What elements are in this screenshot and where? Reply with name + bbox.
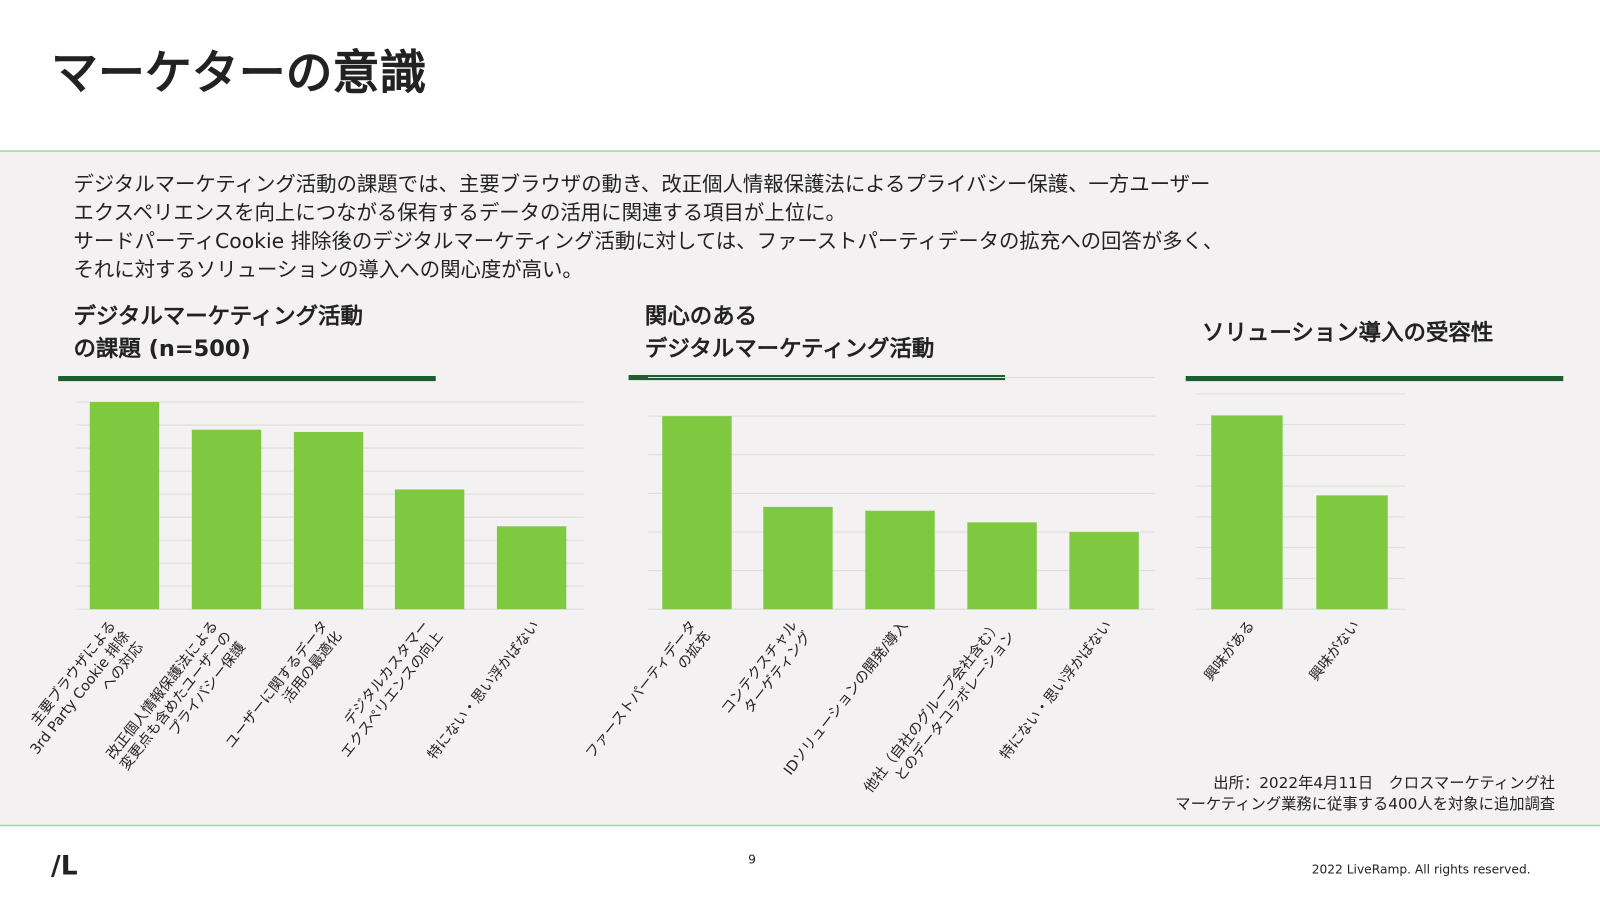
bar	[967, 522, 1037, 610]
bar	[394, 489, 465, 610]
copyright: 2022 LiveRamp. All rights reserved.	[1312, 862, 1531, 876]
chart-title: 関心のあるデジタルマーケティング活動	[645, 303, 934, 362]
logo: /L	[51, 850, 78, 881]
slide-title: マーケターの意識	[51, 46, 426, 101]
page-number: 9	[748, 852, 756, 866]
content-panel	[0, 151, 1600, 826]
body-text: それに対するソリューションの導入への関心度が高い。	[73, 258, 582, 282]
bar	[662, 416, 732, 610]
bar	[1069, 531, 1139, 610]
bar	[1316, 495, 1388, 610]
body-text: デジタルマーケティング活動の課題では、主要ブラウザの動き、改正個人情報保護法によ…	[73, 172, 1210, 196]
bar	[89, 402, 160, 610]
source-note: 出所：2022年4月11日 クロスマーケティング社	[1213, 774, 1555, 792]
bar	[763, 506, 833, 610]
bar	[191, 429, 262, 610]
bar	[1211, 415, 1283, 610]
body-text: エクスペリエンスを向上につながる保有するデータの活用に関連する項目が上位に。	[73, 200, 845, 224]
bar	[865, 510, 935, 610]
chart-title: ソリューション導入の受容性	[1202, 319, 1493, 346]
source-note: マーケティング業務に従事する400人を対象に追加調査	[1175, 795, 1555, 813]
body-text: サードパーティCookie 排除後のデジタルマーケティング活動に対しては、ファー…	[73, 229, 1223, 253]
bar	[293, 431, 364, 610]
chart-title: デジタルマーケティング活動の課題 (n=500)	[73, 302, 362, 362]
bar	[496, 526, 567, 610]
